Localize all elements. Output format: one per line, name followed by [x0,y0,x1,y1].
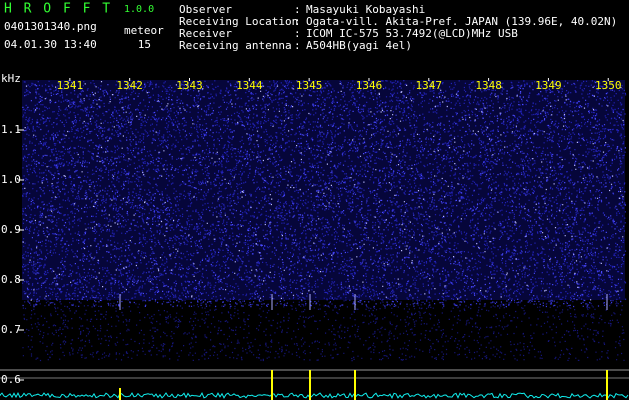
x-tick-label: 1350 [595,79,622,92]
signal-trace [0,391,629,400]
x-tick-label: 1342 [116,79,143,92]
y-tick-label: 0.9 [1,223,21,236]
noise [22,80,627,302]
y-tick-label: 0.8 [1,273,21,286]
x-tick-label: 1348 [475,79,502,92]
y-unit: kHz [1,72,21,85]
info-value: ICOM IC-575 53.7492(@LCD)MHz USB [306,27,518,40]
x-tick-label: 1344 [236,79,263,92]
y-tick-label: 0.6 [1,373,21,386]
x-tick-label: 1346 [356,79,383,92]
info-label: Observer [179,3,232,16]
meteor-count: 15 [138,38,151,51]
info-value: A504HB(yagi 4el) [306,39,412,52]
x-tick-label: 1341 [57,79,84,92]
x-tick-label: 1343 [176,79,203,92]
y-tick-label: 1.1 [1,123,21,136]
info-label: Receiver [179,27,232,40]
date-time: 04.01.30 13:40 [4,38,97,51]
y-tick-label: 0.7 [1,323,21,336]
info-label: Receiving antenna [179,39,292,52]
x-tick-label: 1349 [535,79,562,92]
info-value: Masayuki Kobayashi [306,3,425,16]
file-name: 0401301340.png [4,20,97,33]
y-tick-label: 1.0 [1,173,21,186]
info-label: Receiving Location [179,15,298,28]
info-separator: : [294,3,301,16]
x-tick-label: 1347 [416,79,443,92]
meteor-label: meteor [124,24,164,37]
info-separator: : [294,39,301,52]
info-separator: : [294,15,301,28]
version: 1.0.0 [124,4,154,15]
info-value: Ogata-vill. Akita-Pref. JAPAN (139.96E, … [306,15,617,28]
app-name: H R O F F T [4,2,112,17]
noise [22,300,625,362]
info-separator: : [294,27,301,40]
x-tick-label: 1345 [296,79,323,92]
